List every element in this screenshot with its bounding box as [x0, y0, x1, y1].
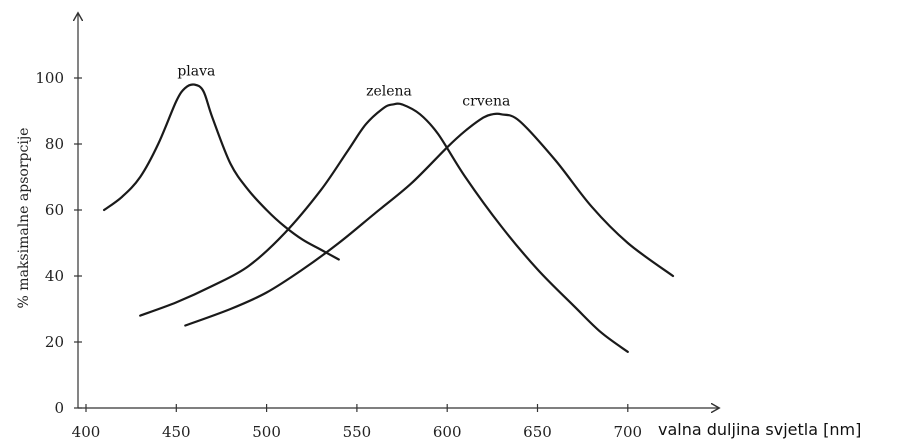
x-tick-label: 450 — [162, 423, 191, 441]
series-line-zelena — [139, 102, 629, 353]
y-ticks: 0 20 40 60 80 100 — [35, 69, 82, 417]
y-tick-label: 0 — [54, 399, 64, 417]
y-tick-label: 60 — [45, 201, 64, 219]
x-axis-label: valna duljina svjetla [nm] — [658, 420, 861, 439]
x-ticks: 400 450 500 550 600 650 700 — [72, 404, 642, 441]
series-line-plava — [103, 83, 340, 261]
x-tick-label: 600 — [433, 423, 462, 441]
x-tick-label: 550 — [343, 423, 372, 441]
series-label-crvena: crvena — [462, 93, 510, 109]
x-tick-label: 400 — [72, 423, 101, 441]
series-group — [103, 83, 675, 353]
y-tick-label: 40 — [45, 267, 64, 285]
series-label-zelena: zelena — [366, 83, 412, 99]
x-tick-label: 500 — [252, 423, 281, 441]
series-label-plava: plava — [177, 64, 215, 80]
y-tick-label: 80 — [45, 135, 64, 153]
x-tick-label: 650 — [523, 423, 552, 441]
series-line-crvena — [184, 112, 675, 327]
y-axis-label: % maksimalne apsorpcije — [16, 128, 32, 309]
y-tick-label: 100 — [35, 69, 64, 87]
series-labels: plava zelena crvena — [177, 64, 510, 110]
y-tick-label: 20 — [45, 333, 64, 351]
x-tick-label: 700 — [613, 423, 642, 441]
